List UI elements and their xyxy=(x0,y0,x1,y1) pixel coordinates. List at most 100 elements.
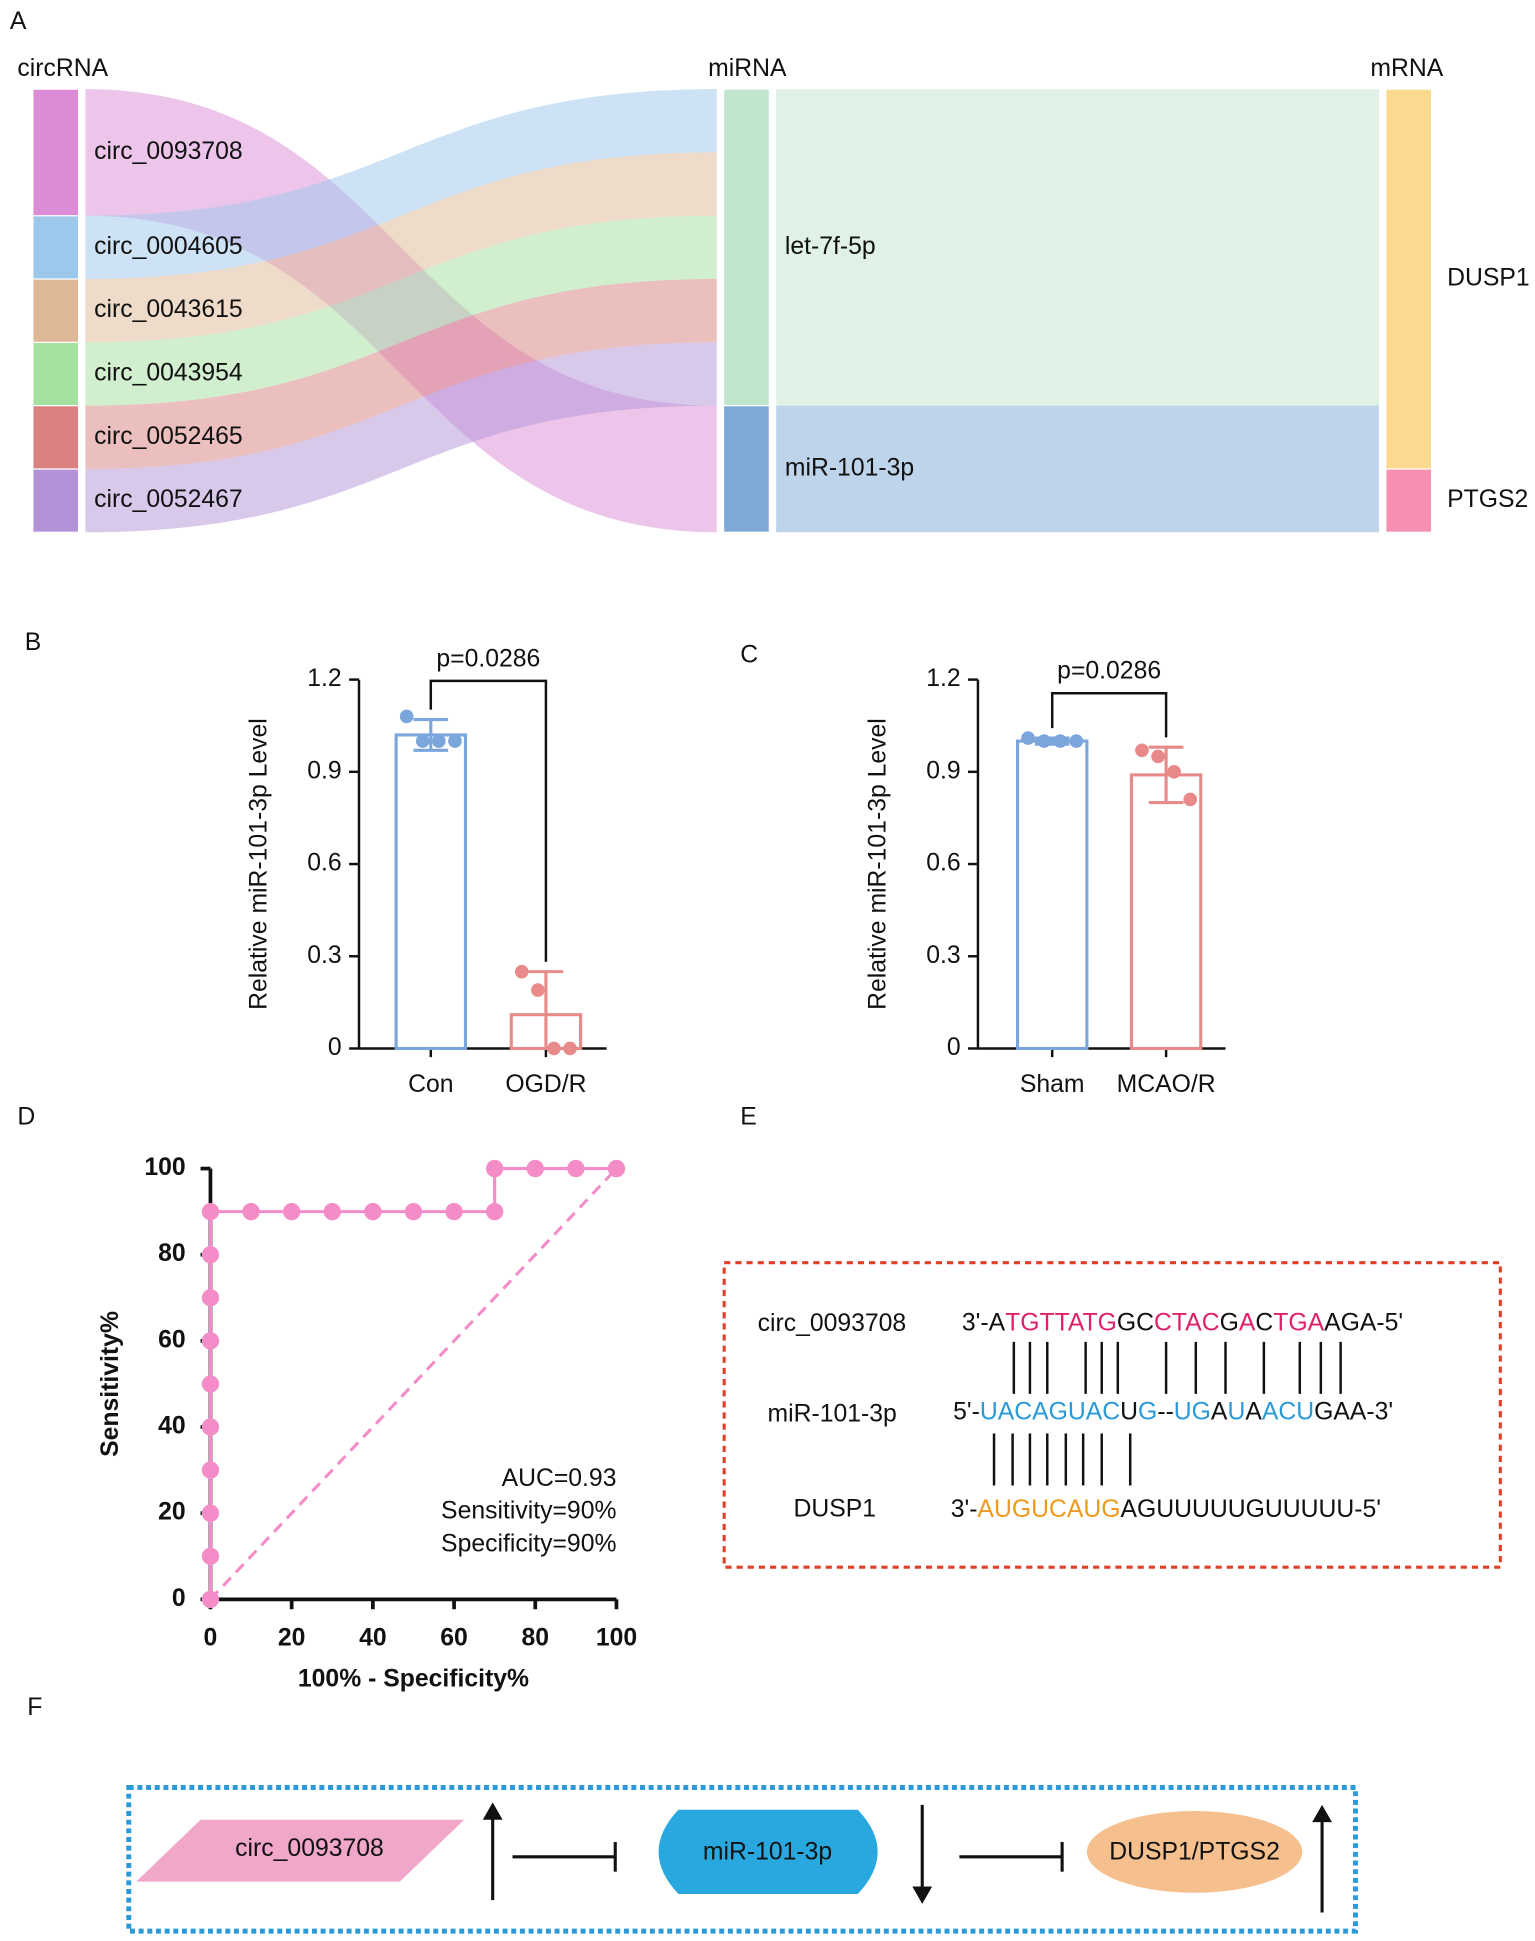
roc-point xyxy=(201,1461,220,1479)
sankey-node xyxy=(1386,469,1432,532)
sankey-node xyxy=(33,406,78,469)
alignment-box xyxy=(722,1261,1502,1569)
node-label: circ_0052465 xyxy=(94,423,243,450)
node-label: circ_0052467 xyxy=(94,486,243,513)
x-tick-label: Sham xyxy=(1020,1071,1085,1098)
sequence-segment: CTAC xyxy=(1154,1309,1220,1336)
sankey-node xyxy=(724,89,769,406)
y-tick-label: 0 xyxy=(947,1034,961,1061)
x-tick-label: 80 xyxy=(522,1624,550,1651)
data-point xyxy=(547,1041,561,1056)
panel-label: E xyxy=(740,1103,757,1130)
y-tick-label: 0.6 xyxy=(926,850,960,877)
roc-point xyxy=(201,1289,220,1307)
panel-label: C xyxy=(740,642,758,669)
y-tick-label: 1.2 xyxy=(307,665,341,692)
sequence-segment: UG xyxy=(1174,1398,1211,1425)
mrna-shape xyxy=(1086,1811,1303,1893)
sankey-link xyxy=(85,215,717,406)
sankey-node xyxy=(33,469,78,532)
pathway-label: DUSP1/PTGS2 xyxy=(1109,1839,1280,1866)
y-tick-label: 0 xyxy=(328,1034,342,1061)
sequence-segment: UACAGUAC xyxy=(980,1398,1120,1425)
roc-point xyxy=(486,1159,504,1178)
sequence-segment: TGA xyxy=(1273,1309,1324,1336)
data-point xyxy=(415,734,430,748)
node-label: circ_0093708 xyxy=(94,138,243,165)
roc-point xyxy=(201,1332,220,1350)
sequence-segment: G xyxy=(1220,1309,1239,1336)
sequence: 3'-AUGUCAUGAGUUUUUGUUUUU-5' xyxy=(951,1496,1381,1523)
error-bar xyxy=(1148,745,1184,805)
x-tick-label: OGD/R xyxy=(505,1071,586,1098)
x-tick-label: 100 xyxy=(596,1624,637,1651)
sequence: 5'-UACAGUACUG--UGAUAACUGAA-3' xyxy=(953,1398,1393,1425)
x-tick-label: 60 xyxy=(440,1624,468,1651)
roc-point xyxy=(445,1202,463,1221)
data-point xyxy=(1183,792,1198,807)
pathway-box xyxy=(126,1785,1358,1934)
data-point xyxy=(1053,734,1068,748)
y-tick-label: 0.3 xyxy=(926,942,960,969)
sequence-segment: GC xyxy=(1117,1309,1154,1336)
x-tick-label: 40 xyxy=(359,1624,387,1651)
column-title: circRNA xyxy=(17,55,108,82)
roc-point xyxy=(201,1202,220,1221)
roc-point xyxy=(526,1159,544,1178)
node-label: let-7f-5p xyxy=(785,233,876,260)
sequence-segment: AGA-5' xyxy=(1324,1309,1403,1336)
sankey-link xyxy=(776,405,1380,469)
significance-bracket xyxy=(429,679,548,962)
x-tick-label: Con xyxy=(408,1071,453,1098)
sequence: 3'-ATGTTATGGCCTACGACTGAAGA-5' xyxy=(962,1309,1403,1336)
sequence-segment: U xyxy=(1120,1398,1138,1425)
sequence-name: DUSP1 xyxy=(793,1496,876,1523)
data-point xyxy=(448,734,462,748)
p-value: p=0.0286 xyxy=(436,645,540,672)
node-label: PTGS2 xyxy=(1447,486,1528,513)
sequence-segment: -- xyxy=(1157,1398,1173,1425)
roc-point xyxy=(201,1246,220,1264)
node-label: DUSP1 xyxy=(1447,265,1530,292)
roc-point xyxy=(364,1202,382,1221)
data-point xyxy=(563,1041,577,1056)
panel-label: F xyxy=(27,1694,42,1721)
y-tick-label: 80 xyxy=(158,1240,186,1267)
roc-point xyxy=(567,1159,585,1178)
roc-point xyxy=(282,1202,301,1221)
node-label: circ_0043615 xyxy=(94,296,243,323)
y-tick-label: 0.3 xyxy=(307,942,341,969)
y-tick-label: 0.9 xyxy=(307,757,341,784)
roc-point xyxy=(201,1590,220,1609)
data-point xyxy=(1151,749,1165,764)
panel-label: B xyxy=(25,629,42,656)
roc-point xyxy=(201,1375,220,1393)
y-axis-label: Relative miR-101-3p Level xyxy=(245,718,272,1010)
y-tick-label: 100 xyxy=(144,1154,185,1181)
roc-point xyxy=(201,1547,220,1565)
y-tick-label: 20 xyxy=(158,1499,186,1526)
node-label: circ_0004605 xyxy=(94,233,243,260)
panel-label: A xyxy=(10,8,27,35)
sequence-segment: AGUUUUUGUUUUU-5' xyxy=(1120,1496,1380,1523)
y-axis-label: Sensitivity% xyxy=(97,1311,124,1457)
sequence-segment: A xyxy=(1211,1398,1228,1425)
y-tick-label: 0.6 xyxy=(307,850,341,877)
column-title: miRNA xyxy=(708,55,787,82)
sequence-segment: AUGUCAUG xyxy=(977,1496,1120,1523)
error-bar xyxy=(413,718,449,752)
sankey-node xyxy=(724,406,769,532)
sequence-segment: G xyxy=(1138,1398,1157,1425)
arrow-head xyxy=(1312,1804,1332,1823)
data-point xyxy=(531,983,545,997)
data-point xyxy=(1037,734,1051,748)
roc-point xyxy=(201,1418,220,1436)
sankey-link xyxy=(776,468,1380,533)
p-value: p=0.0286 xyxy=(1057,658,1161,685)
sankey-node xyxy=(1386,89,1432,469)
bar xyxy=(1129,773,1203,1051)
sequence-segment: A xyxy=(1245,1398,1262,1425)
y-tick-label: 40 xyxy=(158,1413,186,1440)
y-tick-label: 0 xyxy=(172,1585,186,1612)
